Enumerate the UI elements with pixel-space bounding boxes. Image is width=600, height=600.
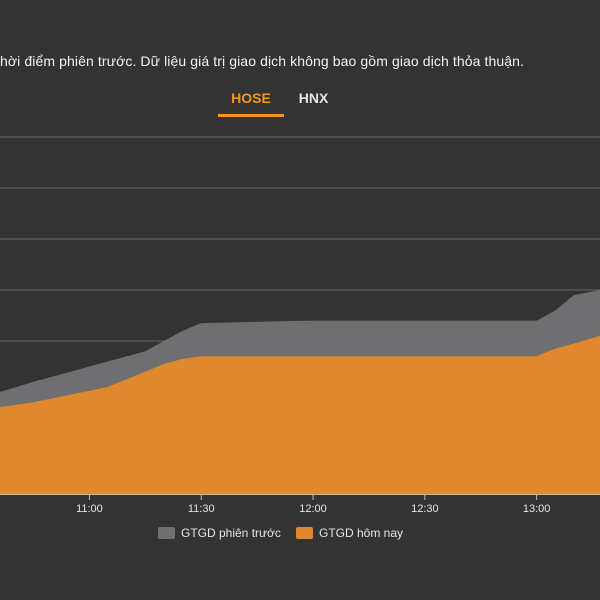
- x-tick-label-2: 12:00: [299, 503, 327, 515]
- legend-label-today: GTGD hôm nay: [319, 526, 404, 540]
- tab-hnx[interactable]: HNX: [298, 90, 329, 106]
- chart-note: hời điểm phiên trước. Dữ liệu giá trị gi…: [0, 53, 525, 69]
- legend-label-previous: GTGD phiên trước: [181, 526, 281, 540]
- series-area-today: [0, 335, 600, 494]
- legend: GTGD phiên trước GTGD hôm nay: [0, 526, 600, 546]
- tab-hose[interactable]: HOSE: [218, 88, 284, 117]
- legend-item-today[interactable]: GTGD hôm nay: [296, 526, 403, 540]
- x-tick-label-3: 12:30: [411, 503, 439, 515]
- x-tick-label-4: 13:00: [523, 503, 551, 515]
- x-tick-label-1: 11:30: [188, 503, 215, 515]
- x-tick-label-0: 11:00: [76, 503, 103, 515]
- exchange-tabs: HOSE HNX: [0, 88, 600, 118]
- legend-swatch-today: [296, 527, 313, 539]
- legend-item-previous[interactable]: GTGD phiên trước: [158, 526, 281, 540]
- legend-swatch-previous: [158, 527, 175, 539]
